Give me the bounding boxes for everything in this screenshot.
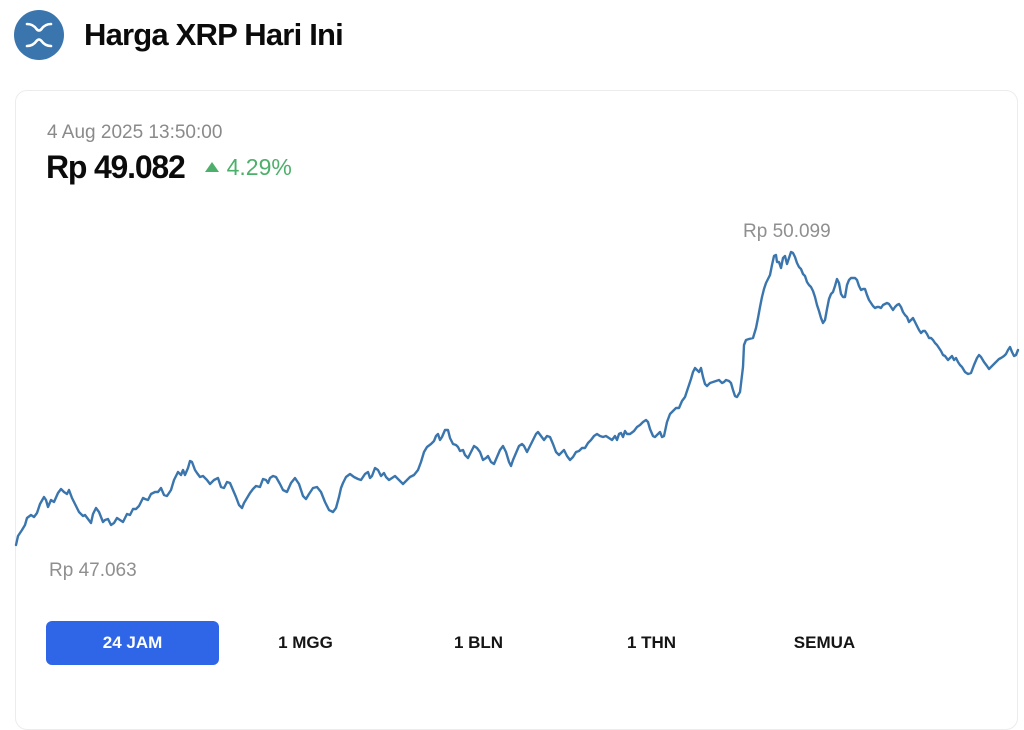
chart-low-label: Rp 47.063: [49, 560, 137, 581]
range-button-1-mgg[interactable]: 1 MGG: [278, 633, 333, 652]
range-button-24-jam[interactable]: 24 JAM: [46, 621, 219, 665]
current-price: Rp 49.082: [46, 149, 186, 185]
price-change-badge: 4.29%: [204, 154, 292, 181]
page-title: Harga XRP Hari Ini: [84, 17, 344, 52]
price-row: Rp 49.082 4.29%: [46, 149, 292, 186]
xrp-logo-icon: [14, 10, 64, 60]
page-header: Harga XRP Hari Ini: [14, 10, 344, 60]
chart-high-label: Rp 50.099: [743, 221, 831, 242]
price-line: [14, 250, 1020, 547]
range-button-semua[interactable]: SEMUA: [793, 633, 856, 652]
range-button-1-bln[interactable]: 1 BLN: [453, 633, 504, 652]
time-range-selector: 24 JAM 1 MGG 1 BLN 1 THN SEMUA: [46, 621, 976, 665]
range-button-1-thn[interactable]: 1 THN: [626, 633, 677, 652]
price-change-value: 4.29%: [226, 154, 292, 180]
triangle-up-icon: [204, 161, 219, 172]
price-line-chart[interactable]: [0, 0, 1024, 700]
price-timestamp: 4 Aug 2025 13:50:00: [47, 122, 223, 143]
